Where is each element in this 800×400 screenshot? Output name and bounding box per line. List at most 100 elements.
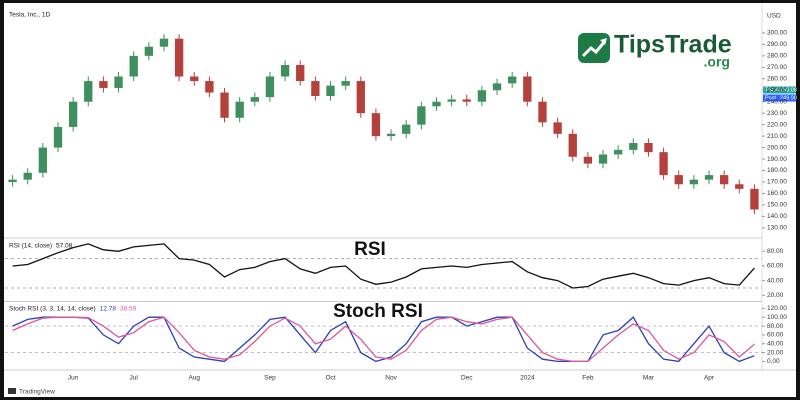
y-tick-label: 40.00 <box>767 277 784 284</box>
y-tick-label: 60.00 <box>767 332 784 339</box>
price-tag <box>763 94 796 102</box>
candle-body <box>735 184 744 189</box>
x-tick-label: Mar <box>643 375 655 382</box>
last-value-label: 38.59 <box>120 306 137 313</box>
candle-body <box>159 38 169 47</box>
y-tick-label: 60.00 <box>767 263 784 270</box>
candle-body <box>598 154 608 164</box>
candle-body <box>553 122 562 134</box>
candle-body <box>417 106 426 125</box>
panel-title: RSI (14, close) <box>9 243 52 250</box>
candle-body <box>250 97 259 102</box>
candle-body <box>53 126 63 148</box>
logo-icon <box>578 33 610 63</box>
y-tick-label: 100.00 <box>767 314 787 321</box>
y-tick-label: 250.00 <box>767 87 787 94</box>
logo-arrowhead <box>600 38 607 45</box>
price-tag-label: TSLA <box>765 87 779 93</box>
candle-body <box>477 90 487 102</box>
last-value-label: 12.78 <box>100 306 117 313</box>
candle-body <box>280 65 290 77</box>
series-line <box>12 316 755 363</box>
price-tag <box>763 86 796 94</box>
y-tick-label: 180.00 <box>767 167 787 174</box>
last-value-label: 57.08 <box>56 243 73 250</box>
y-tick-label: 170.00 <box>767 179 787 186</box>
candle-body <box>568 133 577 157</box>
logo-name: TipsTrade <box>614 31 732 59</box>
candle-body <box>629 142 638 150</box>
candle-body <box>174 38 184 77</box>
panel-title: Stoch RSI (3, 3, 14, 14, close) <box>9 306 96 313</box>
y-tick-label: 160.00 <box>767 190 787 197</box>
y-tick-label: 260.00 <box>767 76 787 83</box>
candle-body <box>8 179 17 182</box>
x-tick-label: Aug <box>188 375 200 382</box>
series-line <box>12 316 755 363</box>
x-tick-label: Jul <box>130 375 139 382</box>
candle-body <box>704 175 714 180</box>
candle-body <box>296 65 305 82</box>
x-tick-label: 2024 <box>520 375 535 382</box>
candle-body <box>68 101 78 127</box>
candle-body <box>583 156 593 164</box>
candle-body <box>341 81 350 86</box>
y-tick-label: 190.00 <box>767 156 787 163</box>
candle-body <box>190 76 199 82</box>
y-tick-label: 240.00 <box>767 98 787 105</box>
y-tick-label: 220.00 <box>767 121 787 128</box>
candle-body <box>674 175 683 185</box>
y-tick-label: 140.00 <box>767 213 787 220</box>
logo-domain: .org <box>704 54 730 70</box>
candle-body <box>38 147 48 173</box>
y-tick-label: 150.00 <box>767 202 787 209</box>
y-tick-label: 270.00 <box>767 64 787 71</box>
price-tag-value: 250.08 <box>780 87 797 93</box>
y-tick-label: 20.00 <box>767 349 784 356</box>
price-tag-value: 249.90 <box>780 95 797 101</box>
candle-body <box>326 85 335 96</box>
candle-body <box>492 83 502 91</box>
candle-body <box>402 124 411 134</box>
candle-body <box>235 101 244 118</box>
y-tick-label: 230.00 <box>767 110 787 117</box>
candle-body <box>371 113 381 137</box>
candle-body <box>84 81 93 102</box>
x-tick-label: Feb <box>582 375 594 382</box>
candle-body <box>659 152 668 176</box>
candle-body <box>311 81 320 96</box>
candle-body <box>644 142 653 153</box>
candle-body <box>508 76 517 84</box>
y-tick-label: 290.00 <box>767 41 787 48</box>
x-tick-label: Oct <box>325 375 335 382</box>
y-tick-label: 20.00 <box>767 292 784 299</box>
candle-body <box>386 133 396 137</box>
candle-body <box>23 172 32 180</box>
candle-body <box>750 188 759 210</box>
x-tick-label: Dec <box>461 375 473 382</box>
y-tick-label: 120.00 <box>767 305 787 312</box>
candle-body <box>99 81 108 88</box>
x-tick-label: Nov <box>385 375 397 382</box>
candle-body <box>719 175 729 185</box>
candle-body <box>114 76 123 88</box>
y-axis-label: USD <box>767 13 781 20</box>
series-line <box>12 243 755 289</box>
y-tick-label: 210.00 <box>767 133 787 140</box>
footer: TradingView <box>19 389 55 396</box>
y-tick-label: 80.00 <box>767 248 784 255</box>
y-tick-label: 280.00 <box>767 53 787 60</box>
logo-arrow <box>581 40 607 58</box>
y-tick-label: 300.00 <box>767 30 787 37</box>
candle-body <box>356 81 365 114</box>
candle-body <box>432 101 441 107</box>
footer-icon <box>8 388 16 394</box>
y-tick-label: 0.00 <box>767 358 780 365</box>
y-tick-label: 80.00 <box>767 323 784 330</box>
candle-body <box>538 101 547 123</box>
candle-body <box>265 76 275 98</box>
candle-body <box>220 92 229 118</box>
x-tick-label: Apr <box>704 375 715 382</box>
